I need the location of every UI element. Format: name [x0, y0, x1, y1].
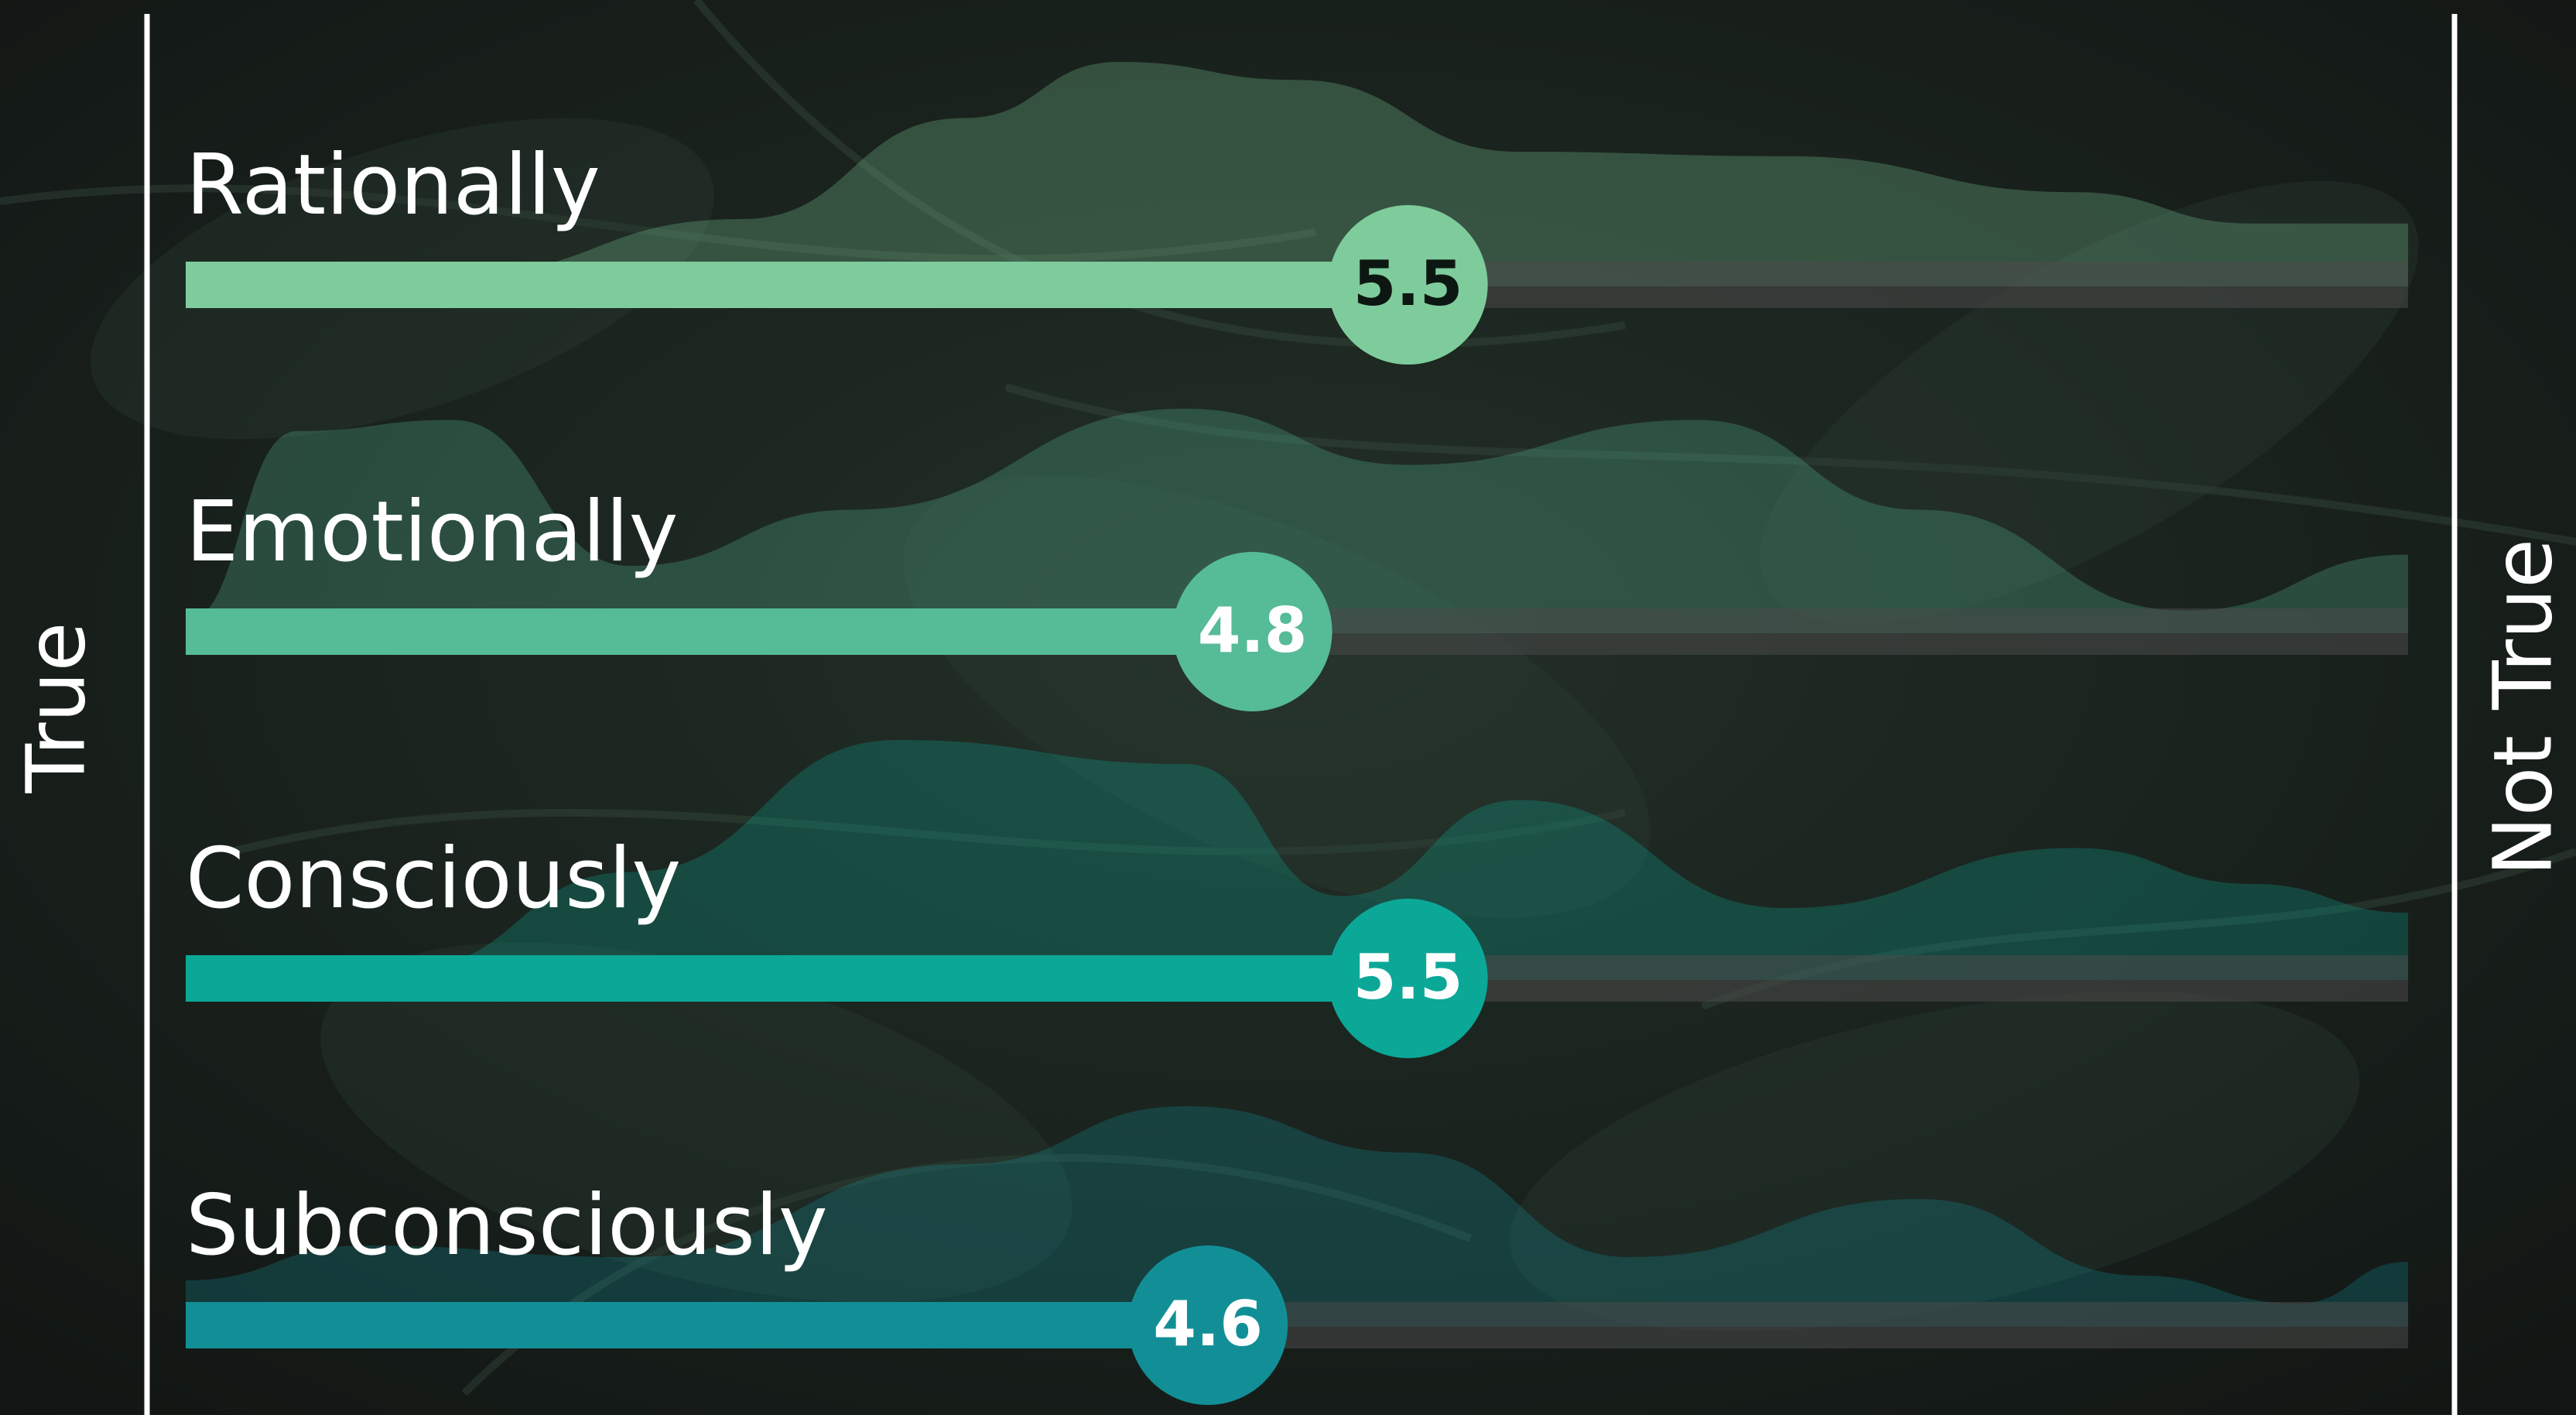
right-axis-label: Not True [2475, 539, 2570, 876]
chart-row: Consciously 5.5 [186, 831, 2408, 1058]
value-marker [1328, 899, 1488, 1058]
ridge-curve [186, 1106, 2408, 1327]
chart-row: Rationally 5.5 [186, 137, 2408, 365]
category-label: Subconsciously [186, 1177, 828, 1274]
bar-fill [186, 955, 1408, 1002]
category-label: Rationally [186, 137, 600, 234]
value-marker [1128, 1245, 1288, 1405]
category-label: Emotionally [186, 484, 679, 581]
ridge-curve [186, 740, 2408, 980]
ridge-curve [186, 62, 2408, 286]
value-marker [1172, 552, 1332, 711]
value-label: 4.8 [1198, 594, 1308, 666]
value-marker [1328, 205, 1488, 365]
value-label: 4.6 [1153, 1288, 1263, 1360]
value-label: 5.5 [1353, 248, 1463, 320]
ridge-curves-group [186, 62, 2408, 1327]
bar-rows-group: Rationally 5.5 Emotionally 4.8 Consciously 5.… [186, 137, 2408, 1405]
ridge-curve [186, 409, 2408, 633]
chart-row: Emotionally 4.8 [186, 484, 2408, 711]
left-axis-label: True [9, 622, 103, 794]
bar-fill [186, 262, 1408, 308]
value-label: 5.5 [1353, 941, 1463, 1013]
bar-fill [186, 608, 1253, 655]
category-label: Consciously [186, 831, 681, 927]
chart-row: Subconsciously 4.6 [186, 1177, 2408, 1405]
bar-fill [186, 1302, 1209, 1348]
